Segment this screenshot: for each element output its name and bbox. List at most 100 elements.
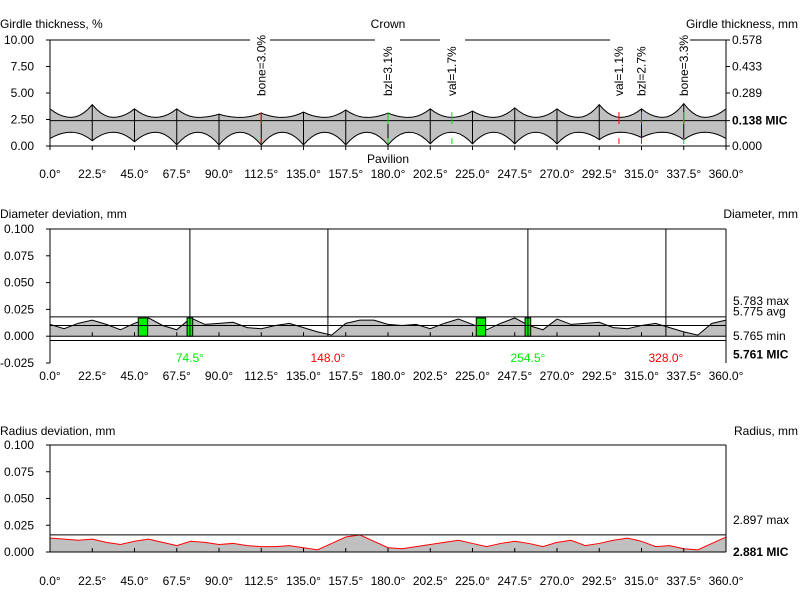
y-tick-label-right: 0.000	[732, 139, 762, 153]
y-tick-label: 0.050	[4, 276, 34, 290]
marker-label: 328.0°	[648, 351, 683, 365]
x-tick-label: 315.0°	[624, 167, 659, 181]
y-axis-title-right: Diameter, mm	[723, 207, 798, 221]
annotation-label: bzl=2.7%	[635, 46, 649, 96]
reference-label: 2.897 max	[733, 513, 789, 527]
annotation-label: bzl=3.1%	[381, 46, 395, 96]
x-tick-label: 225.0°	[455, 574, 490, 588]
reference-label: 5.775 avg	[733, 304, 786, 318]
x-tick-label: 225.0°	[455, 369, 490, 383]
crown-label: Crown	[371, 17, 406, 31]
x-tick-label: 157.5°	[328, 369, 363, 383]
y-axis-title-right: Radius, mm	[734, 424, 798, 438]
x-tick-label: 112.5°	[244, 574, 278, 588]
deviation-curve	[49, 534, 727, 551]
reference-label: 5.765 min	[733, 329, 786, 343]
x-tick-label: 180.0°	[371, 369, 406, 383]
x-tick-label: 202.5°	[413, 574, 448, 588]
x-tick-label: 90.0°	[205, 574, 233, 588]
x-tick-label: 90.0°	[205, 167, 233, 181]
y-tick-label: 5.00	[11, 86, 35, 100]
x-tick-label: 45.0°	[120, 167, 148, 181]
x-tick-label: 360.0°	[709, 167, 744, 181]
x-tick-label: 270.0°	[540, 574, 575, 588]
y-tick-label: 7.50	[11, 60, 35, 74]
x-tick-label: 247.5°	[497, 167, 532, 181]
x-tick-label: 180.0°	[371, 574, 406, 588]
x-tick-label: 67.5°	[163, 369, 191, 383]
y-tick-label: 0.100	[4, 438, 34, 452]
x-tick-label: 292.5°	[582, 574, 617, 588]
x-tick-label: 315.0°	[624, 574, 659, 588]
x-tick-label: 135.0°	[286, 574, 321, 588]
y-tick-label: 0.000	[4, 329, 34, 343]
y-tick-label: 0.00	[11, 139, 35, 153]
y-tick-label: 10.00	[4, 33, 34, 47]
y-tick-label: -0.025	[0, 356, 34, 370]
annotation-label: bone=3.3%	[677, 35, 691, 96]
x-tick-label: 135.0°	[286, 369, 321, 383]
x-tick-label: 112.5°	[244, 369, 278, 383]
x-tick-label: 315.0°	[624, 369, 659, 383]
y-tick-label: 0.075	[4, 249, 34, 263]
y-axis-title: Radius deviation, mm	[0, 424, 115, 438]
y-axis-title: Girdle thickness, %	[0, 17, 103, 31]
y-tick-label: 0.100	[4, 222, 34, 236]
x-tick-label: 112.5°	[244, 167, 278, 181]
x-tick-label: 337.5°	[666, 167, 701, 181]
x-tick-label: 22.5°	[78, 369, 106, 383]
x-tick-label: 157.5°	[328, 574, 363, 588]
x-tick-label: 45.0°	[120, 369, 148, 383]
annotation-label: bone=3.0%	[254, 35, 268, 96]
y-tick-label: 2.50	[11, 113, 35, 127]
y-axis-title: Diameter deviation, mm	[0, 207, 127, 221]
x-tick-label: 0.0°	[39, 167, 61, 181]
x-tick-label: 67.5°	[163, 167, 191, 181]
reference-label: 5.783 max	[733, 294, 789, 308]
x-tick-label: 67.5°	[163, 574, 191, 588]
y-axis-title-right: Girdle thickness, mm	[686, 17, 798, 31]
reference-label: 5.761 MIC	[733, 347, 789, 361]
x-tick-label: 247.5°	[497, 369, 532, 383]
marker-label: 148.0°	[310, 351, 345, 365]
x-tick-label: 135.0°	[286, 167, 321, 181]
y-tick-label: 0.050	[4, 492, 34, 506]
x-tick-label: 337.5°	[666, 574, 701, 588]
x-tick-label: 292.5°	[582, 167, 617, 181]
x-tick-label: 360.0°	[709, 574, 744, 588]
x-tick-label: 157.5°	[328, 167, 363, 181]
y-tick-label-right: 0.289	[732, 86, 762, 100]
x-tick-label: 45.0°	[120, 574, 148, 588]
y-tick-label: 0.000	[4, 545, 34, 559]
green-facet-bar	[137, 317, 149, 337]
annotation-label: val=1.7%	[445, 46, 459, 96]
x-tick-label: 270.0°	[540, 167, 575, 181]
marker-label: 254.5°	[510, 351, 545, 365]
annotation-label: val=1.1%	[612, 46, 626, 96]
x-tick-label: 22.5°	[78, 574, 106, 588]
x-tick-label: 22.5°	[78, 167, 106, 181]
y-tick-label-right: 0.138 MIC	[732, 114, 788, 128]
y-tick-label: 0.025	[4, 302, 34, 316]
x-tick-label: 225.0°	[455, 167, 490, 181]
x-tick-label: 202.5°	[413, 369, 448, 383]
x-tick-label: 202.5°	[413, 167, 448, 181]
x-tick-label: 292.5°	[582, 369, 617, 383]
x-tick-label: 360.0°	[709, 369, 744, 383]
reference-label: 2.881 MIC	[733, 545, 789, 559]
x-tick-label: 90.0°	[205, 369, 233, 383]
x-tick-label: 270.0°	[540, 369, 575, 383]
deviation-area	[50, 534, 726, 552]
deviation-area	[50, 317, 726, 337]
y-tick-label: 0.075	[4, 465, 34, 479]
x-tick-label: 337.5°	[666, 369, 701, 383]
pavilion-label: Pavilion	[367, 152, 409, 166]
y-tick-label-right: 0.578	[732, 33, 762, 47]
marker-label: 74.5°	[176, 351, 204, 365]
x-tick-label: 0.0°	[39, 574, 61, 588]
x-tick-label: 247.5°	[497, 574, 532, 588]
x-tick-label: 180.0°	[371, 167, 406, 181]
green-facet-bar	[475, 317, 487, 337]
x-tick-label: 0.0°	[39, 369, 61, 383]
